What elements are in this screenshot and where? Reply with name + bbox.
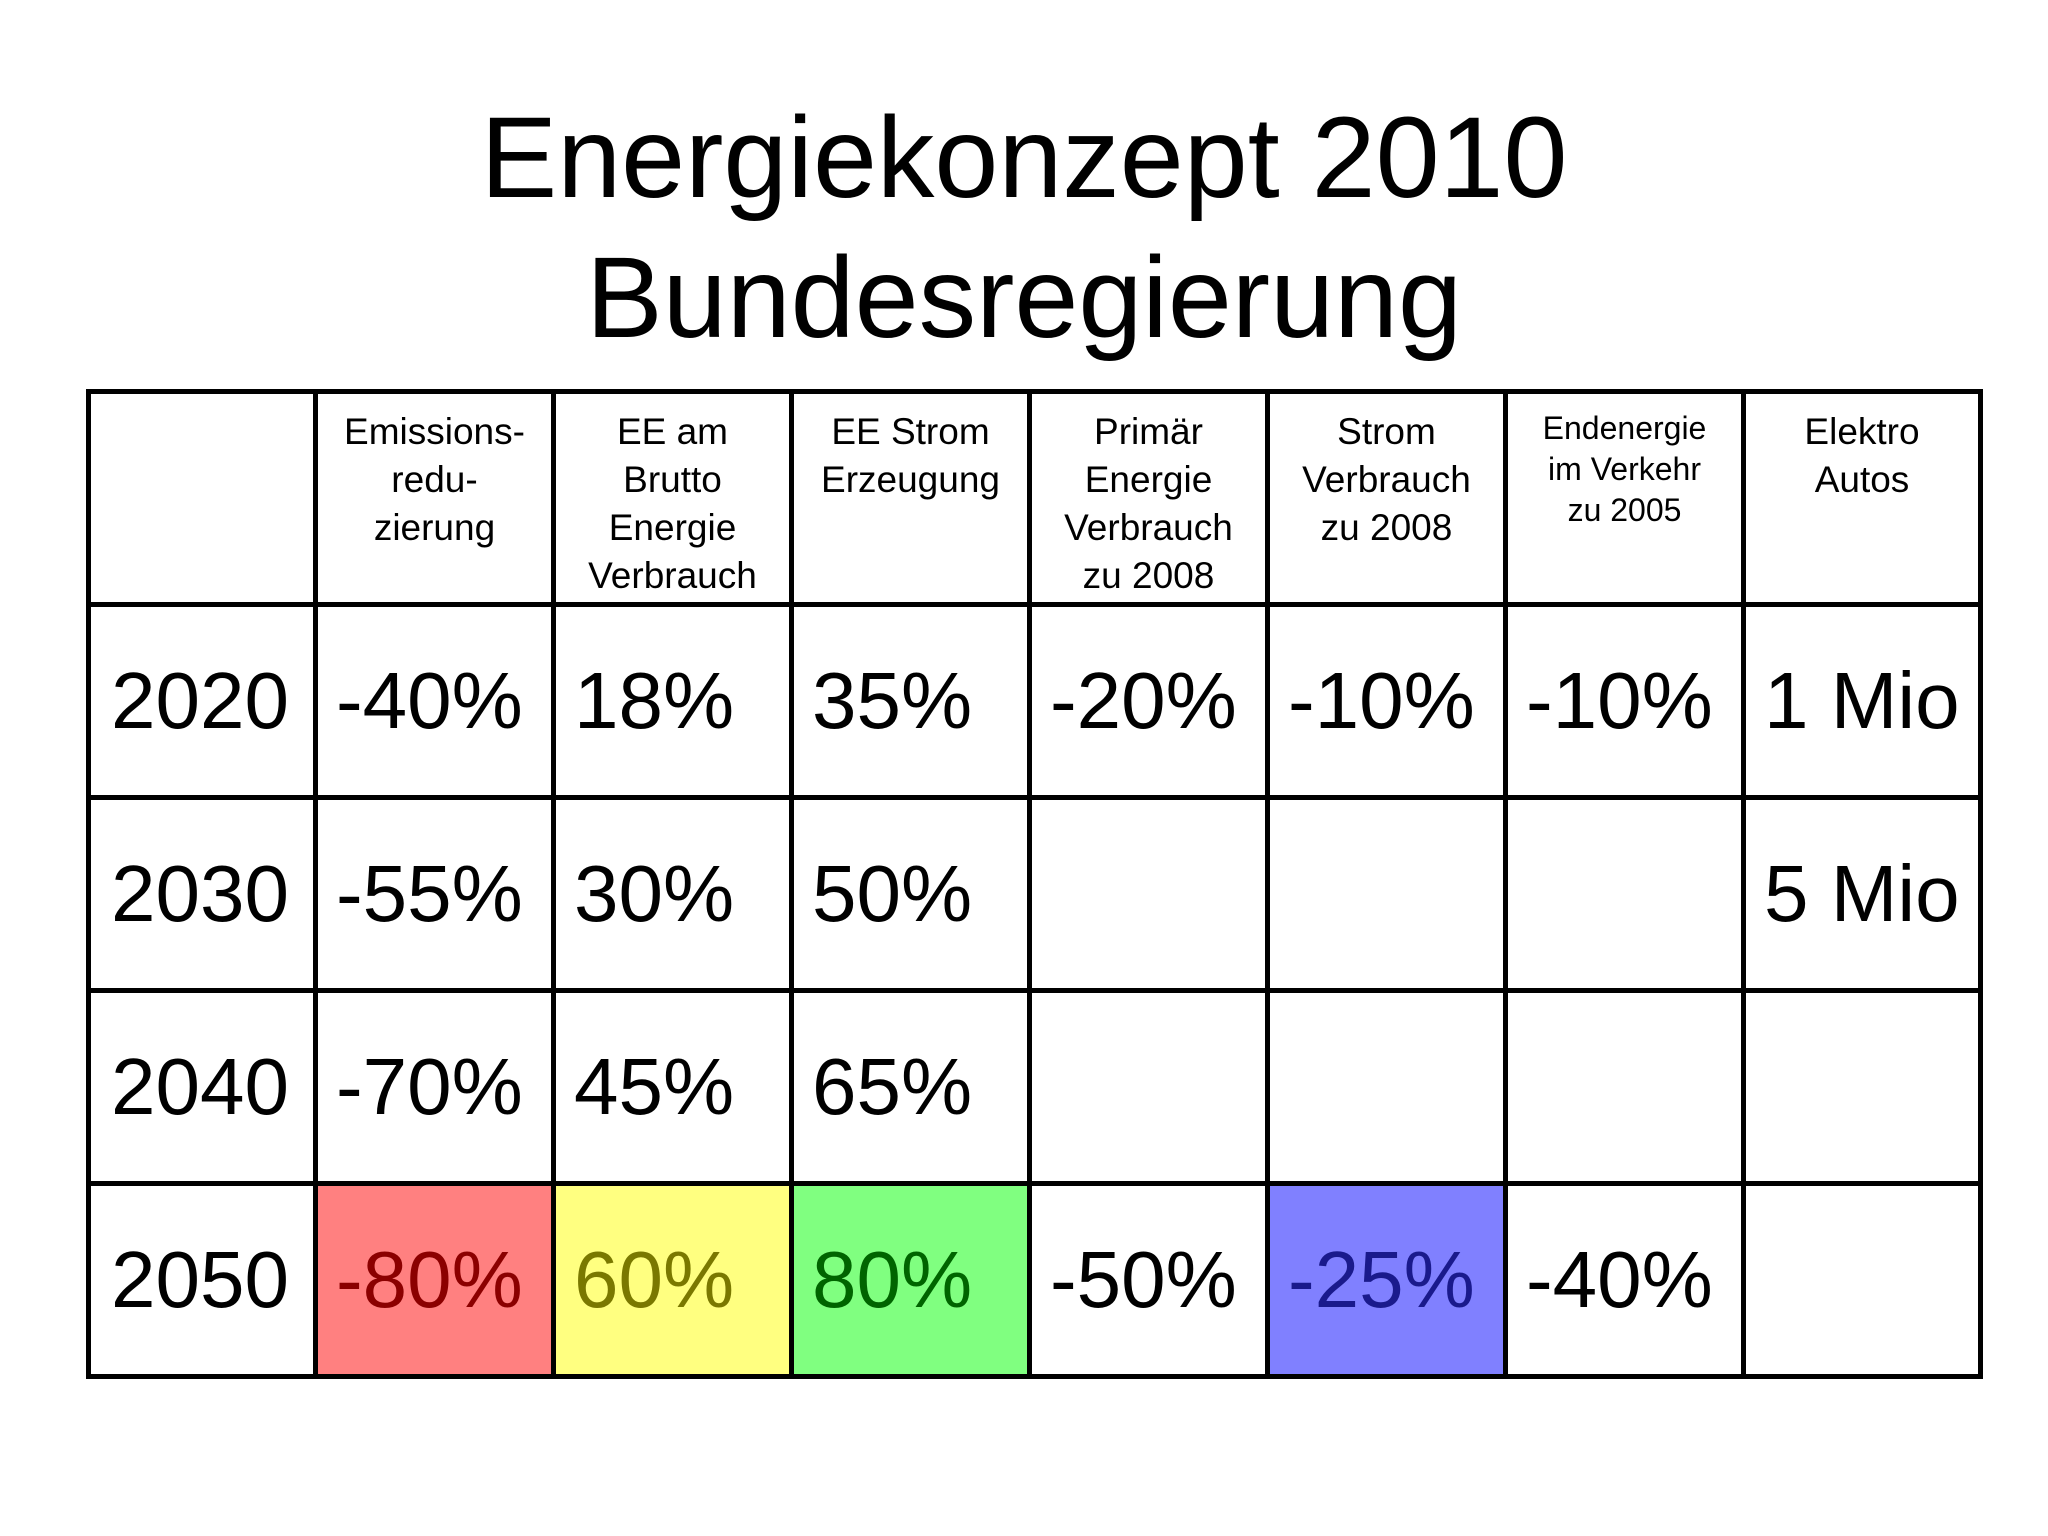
table-cell: 65% [789, 988, 1032, 1186]
header-elektroautos: Elektro Autos [1741, 389, 1983, 607]
table-cell [1027, 988, 1270, 1186]
header-primaerenergieverbrauch: Primär Energie Verbrauch zu 2008 [1027, 389, 1270, 607]
table-row: 2030 -55% 30% 50% 5 Mio [86, 795, 1983, 993]
header-line: redu- [391, 459, 478, 500]
table-cell: -50% [1027, 1181, 1270, 1379]
table-row: 2040 -70% 45% 65% [86, 988, 1983, 1186]
table-cell [1741, 988, 1983, 1186]
slide-title: Energiekonzept 2010 Bundesregierung [0, 88, 2048, 368]
table-cell: 5 Mio [1741, 795, 1983, 993]
header-line: Autos [1814, 459, 1910, 500]
header-line: Primär [1094, 411, 1203, 452]
row-year: 2020 [86, 602, 318, 800]
highlighted-cell-red: -80% [313, 1181, 556, 1379]
highlighted-cell-blue: -25% [1265, 1181, 1508, 1379]
table-row: 2050 -80% 60% 80% -50% -25% -40% [86, 1181, 1983, 1379]
header-line: Energie [608, 507, 737, 548]
header-corner [86, 389, 318, 607]
table-row: 2020 -40% 18% 35% -20% -10% -10% 1 Mio [86, 602, 1983, 800]
row-year: 2040 [86, 988, 318, 1186]
table-cell [1741, 1181, 1983, 1379]
table-cell: 18% [551, 602, 794, 800]
energy-targets-table: Emissions-redu-zierung EE am Brutto Energi… [86, 389, 1983, 1379]
table-cell: -20% [1027, 602, 1270, 800]
header-emissionsreduzierung: Emissions-redu-zierung [313, 389, 556, 607]
table-cell [1503, 988, 1746, 1186]
highlighted-cell-yellow: 60% [551, 1181, 794, 1379]
header-line: Emissions- [344, 411, 525, 452]
header-line: EE Strom [831, 411, 990, 452]
table-cell: 35% [789, 602, 1032, 800]
header-endenergie-verkehr: Endenergie im Verkehr zu 2005 [1503, 389, 1746, 607]
highlighted-cell-green: 80% [789, 1181, 1032, 1379]
header-line: Verbrauch [588, 555, 757, 596]
table-cell [1265, 795, 1508, 993]
header-line: Energie [1084, 459, 1213, 500]
title-line-2: Bundesregierung [586, 234, 1462, 362]
table-cell: 45% [551, 988, 794, 1186]
header-line: Erzeugung [821, 459, 1000, 500]
table-cell: -70% [313, 988, 556, 1186]
header-line: Verbrauch [1302, 459, 1471, 500]
table-cell: -10% [1503, 602, 1746, 800]
header-line: Verbrauch [1064, 507, 1233, 548]
header-row: Emissions-redu-zierung EE am Brutto Energi… [86, 389, 1983, 607]
table-cell: 1 Mio [1741, 602, 1983, 800]
header-line: Brutto [623, 459, 722, 500]
table-cell: 30% [551, 795, 794, 993]
table-cell [1027, 795, 1270, 993]
row-year: 2050 [86, 1181, 318, 1379]
header-stromverbrauch: Strom Verbrauch zu 2008 [1265, 389, 1508, 607]
header-line: zierung [373, 507, 496, 548]
row-year: 2030 [86, 795, 318, 993]
header-line: im Verkehr [1548, 451, 1701, 487]
table-cell: -10% [1265, 602, 1508, 800]
header-ee-stromerzeugung: EE Strom Erzeugung [789, 389, 1032, 607]
title-line-1: Energiekonzept 2010 [480, 94, 1568, 222]
header-line: zu 2008 [1082, 555, 1215, 596]
table-cell: -40% [1503, 1181, 1746, 1379]
header-line: Endenergie [1542, 410, 1707, 446]
table-cell [1265, 988, 1508, 1186]
table-cell: 50% [789, 795, 1032, 993]
table-cell: -40% [313, 602, 556, 800]
header-line: EE am [616, 411, 729, 452]
header-ee-brutto-energieverbrauch: EE am Brutto Energie Verbrauch [551, 389, 794, 607]
header-line: Strom [1337, 411, 1436, 452]
header-line: Elektro [1804, 411, 1920, 452]
header-line: zu 2005 [1567, 492, 1682, 528]
header-line: zu 2008 [1320, 507, 1453, 548]
table-cell [1503, 795, 1746, 993]
table-cell: -55% [313, 795, 556, 993]
